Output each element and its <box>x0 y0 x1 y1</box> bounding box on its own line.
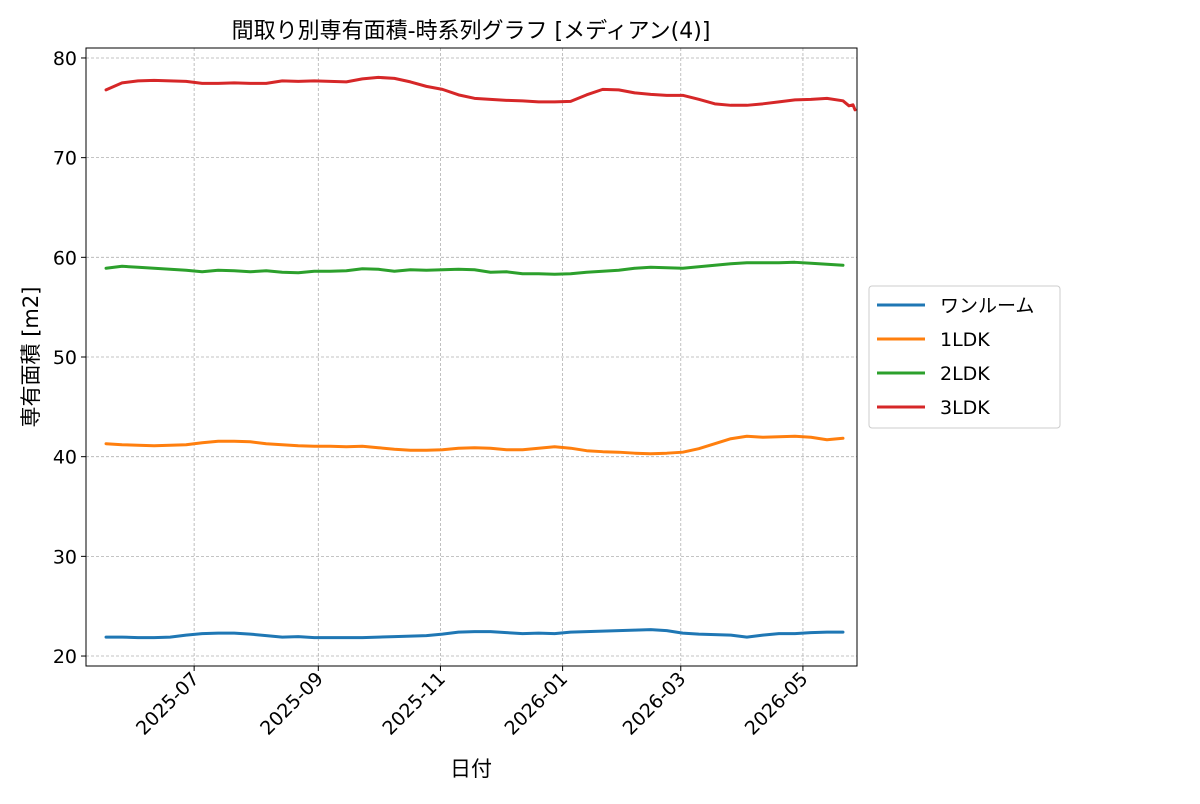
legend-label-2: 2LDK <box>940 363 990 385</box>
series-line-3 <box>104 75 857 112</box>
x-tick-label: 2026-01 <box>500 668 572 740</box>
x-tick-label: 2025-07 <box>132 668 204 740</box>
legend-label-3: 3LDK <box>940 397 990 419</box>
legend-label-1: 1LDK <box>940 329 990 351</box>
y-tick-label: 80 <box>53 48 77 70</box>
y-tick-label: 30 <box>53 546 77 568</box>
y-axis-label: 専有面積 [m2] <box>19 287 43 428</box>
x-tick-label: 2026-05 <box>741 668 813 740</box>
y-tick-label: 70 <box>53 148 77 170</box>
series-line-0 <box>104 628 845 640</box>
series-line-1 <box>104 434 845 456</box>
grid <box>86 48 857 666</box>
y-tick-label: 40 <box>53 447 77 469</box>
x-tick-label: 2026-03 <box>619 668 691 740</box>
legend-box <box>868 285 1061 429</box>
y-tick-label: 20 <box>53 646 77 668</box>
y-axis-ticks: 20 30 40 50 60 70 80 <box>53 48 86 668</box>
chart-title: 間取り別専有面積-時系列グラフ [メディアン(4)] <box>232 19 711 44</box>
series-line-2 <box>104 260 845 276</box>
x-axis-ticks: 2025-07 2025-09 2025-11 2026-01 2026-03 2026-… <box>132 666 812 740</box>
x-tick-label: 2025-09 <box>256 668 328 740</box>
y-tick-label: 60 <box>53 247 77 269</box>
legend: ワンルーム 1LDK 2LDK 3LDK <box>868 285 1061 429</box>
x-tick-label: 2025-11 <box>378 668 450 740</box>
y-tick-label: 50 <box>53 347 77 369</box>
x-axis-label: 日付 <box>450 757 492 781</box>
series-lines <box>104 75 857 640</box>
legend-label-0: ワンルーム <box>940 295 1034 317</box>
